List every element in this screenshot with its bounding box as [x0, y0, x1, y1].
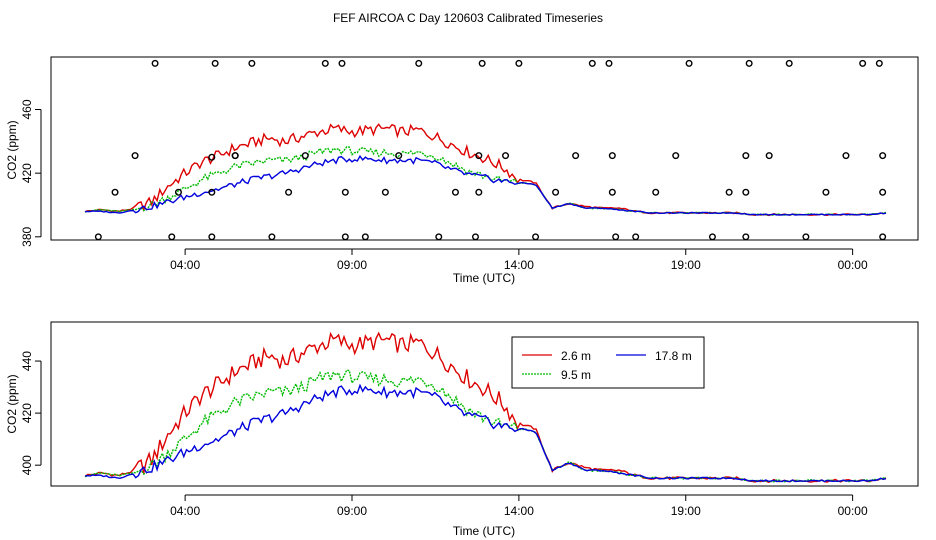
top-panel: 04:00 09:00 14:00 19:00 00:00 380 420 460 Time…	[5, 56, 919, 285]
legend-label-s3: 17.8 m	[655, 349, 692, 363]
scatter-point	[208, 153, 216, 161]
scatter-point	[608, 188, 616, 196]
scatter-point	[211, 59, 219, 67]
scatter-point	[94, 233, 102, 241]
p2-x-tick-label: 14:00	[504, 504, 534, 518]
scatter-point	[301, 152, 309, 160]
p2-series-line-s3	[84, 383, 887, 483]
scatter-point	[131, 152, 139, 160]
scatter-point	[785, 59, 793, 67]
scatter-point	[879, 188, 887, 196]
scatter-point	[572, 152, 580, 160]
bottom-y-axis-label: CO2 (ppm)	[5, 374, 19, 433]
top-plot-frame	[50, 56, 919, 241]
legend: 2.6 m 17.8 m 9.5 m	[511, 336, 705, 389]
scatter-point	[765, 152, 773, 160]
scatter-point	[151, 59, 159, 67]
scatter-point	[341, 233, 349, 241]
scatter-point	[588, 59, 596, 67]
p2-x-tick-label: 04:00	[170, 504, 200, 518]
scatter-point	[208, 233, 216, 241]
p2-y-tick-label: 440	[20, 351, 34, 371]
scatter-point	[725, 188, 733, 196]
p1-y-tick-label: 420	[20, 163, 34, 183]
scatter-point	[231, 152, 239, 160]
scatter-point	[475, 152, 483, 160]
scatter-point	[612, 233, 620, 241]
p1-x-tick-label: 19:00	[671, 258, 701, 272]
scatter-point	[605, 59, 613, 67]
legend-label-s1: 2.6 m	[561, 349, 591, 363]
p2-y-tick-label: 420	[20, 403, 34, 423]
top-y-axis-label: CO2 (ppm)	[5, 120, 19, 179]
bottom-x-axis-label: Time (UTC)	[453, 524, 515, 538]
scatter-point	[478, 59, 486, 67]
scatter-point	[502, 152, 510, 160]
scatter-point	[321, 59, 329, 67]
p2-series-line-s2	[84, 369, 887, 483]
scatter-point	[341, 188, 349, 196]
scatter-point	[708, 233, 716, 241]
scatter-point	[174, 188, 182, 196]
scatter-point	[111, 188, 119, 196]
p1-x-tick-label: 14:00	[504, 258, 534, 272]
scatter-point	[471, 233, 479, 241]
scatter-point	[842, 152, 850, 160]
scatter-point	[338, 59, 346, 67]
scatter-point	[285, 188, 293, 196]
p1-series-line-s3	[84, 154, 887, 216]
scatter-point	[745, 59, 753, 67]
p1-x-tick-label: 09:00	[337, 258, 367, 272]
scatter-point	[208, 188, 216, 196]
scatter-point	[435, 233, 443, 241]
scatter-point	[875, 59, 883, 67]
bottom-panel: 04:00 09:00 14:00 19:00 00:00 400 420 440 Time…	[5, 321, 919, 538]
p1-x-tick-label: 00:00	[838, 258, 868, 272]
scatter-point	[859, 59, 867, 67]
scatter-point	[685, 59, 693, 67]
p2-x-tick-label: 19:00	[671, 504, 701, 518]
scatter-point	[802, 233, 810, 241]
legend-label-s2: 9.5 m	[561, 368, 591, 382]
scatter-point	[395, 152, 403, 160]
scatter-point	[742, 188, 750, 196]
p1-series-line-s1	[84, 123, 887, 217]
p1-y-tick-label: 460	[20, 99, 34, 119]
legend-box	[511, 336, 705, 389]
scatter-point	[451, 188, 459, 196]
p1-y-tick-label: 380	[20, 226, 34, 246]
top-x-axis-label: Time (UTC)	[453, 271, 515, 285]
scatter-point	[652, 188, 660, 196]
scatter-point	[248, 59, 256, 67]
scatter-point	[632, 233, 640, 241]
p2-x-tick-label: 09:00	[337, 504, 367, 518]
scatter-point	[381, 188, 389, 196]
scatter-point	[879, 233, 887, 241]
scatter-point	[879, 152, 887, 160]
scatter-point	[822, 188, 830, 196]
scatter-point	[475, 188, 483, 196]
scatter-point	[742, 233, 750, 241]
scatter-point	[415, 59, 423, 67]
scatter-point	[532, 233, 540, 241]
chart-title: FEF AIRCOA C Day 120603 Calibrated Times…	[333, 11, 603, 25]
p2-y-tick-label: 400	[20, 455, 34, 475]
scatter-point	[361, 233, 369, 241]
p1-x-tick-label: 04:00	[170, 258, 200, 272]
scatter-point	[742, 152, 750, 160]
p2-series-line-s1	[84, 331, 887, 483]
scatter-point	[672, 152, 680, 160]
scatter-point	[268, 233, 276, 241]
scatter-point	[552, 188, 560, 196]
scatter-point	[608, 152, 616, 160]
bottom-plot-frame	[50, 321, 919, 487]
scatter-point	[515, 59, 523, 67]
scatter-point	[168, 233, 176, 241]
p2-x-tick-label: 00:00	[838, 504, 868, 518]
